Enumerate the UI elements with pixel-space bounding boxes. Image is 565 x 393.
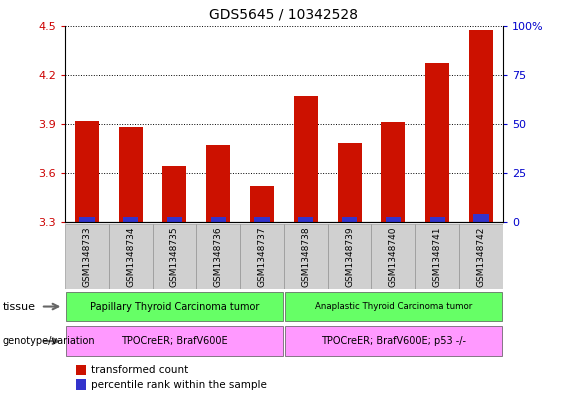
Bar	[254, 217, 270, 222]
Title: GDS5645 / 10342528: GDS5645 / 10342528	[210, 7, 358, 22]
Bar	[328, 224, 372, 289]
Text: GSM1348736: GSM1348736	[214, 227, 223, 287]
Bar	[76, 365, 86, 375]
Text: genotype/variation: genotype/variation	[3, 336, 95, 346]
Bar	[386, 217, 401, 222]
Bar	[240, 224, 284, 289]
Bar	[337, 143, 362, 222]
Bar	[76, 379, 86, 390]
Bar	[108, 224, 153, 289]
Bar	[119, 127, 143, 222]
Text: GSM1348737: GSM1348737	[258, 227, 267, 287]
Text: transformed count: transformed count	[91, 365, 189, 375]
Bar	[123, 217, 138, 222]
Bar	[65, 224, 109, 289]
Bar	[66, 325, 283, 356]
Bar	[381, 122, 406, 222]
Text: Anaplastic Thyroid Carcinoma tumor: Anaplastic Thyroid Carcinoma tumor	[315, 302, 472, 311]
Text: Papillary Thyroid Carcinoma tumor: Papillary Thyroid Carcinoma tumor	[90, 301, 259, 312]
Text: percentile rank within the sample: percentile rank within the sample	[91, 380, 267, 390]
Bar	[429, 217, 445, 222]
Bar	[342, 217, 357, 222]
Text: TPOCreER; BrafV600E: TPOCreER; BrafV600E	[121, 336, 228, 346]
Bar	[469, 30, 493, 222]
Bar	[75, 121, 99, 222]
Text: GSM1348735: GSM1348735	[170, 227, 179, 287]
Bar	[250, 186, 274, 222]
Bar	[294, 96, 318, 222]
Bar	[66, 292, 283, 321]
Text: GSM1348734: GSM1348734	[126, 227, 135, 287]
Bar	[425, 63, 449, 222]
Bar	[285, 325, 502, 356]
Bar	[285, 292, 502, 321]
Text: GSM1348739: GSM1348739	[345, 227, 354, 287]
Text: TPOCreER; BrafV600E; p53 -/-: TPOCreER; BrafV600E; p53 -/-	[321, 336, 466, 346]
Bar	[153, 224, 197, 289]
Bar	[211, 217, 226, 222]
Bar	[372, 224, 415, 289]
Bar	[298, 217, 314, 222]
Text: tissue: tissue	[3, 301, 36, 312]
Bar	[284, 224, 328, 289]
Bar	[473, 214, 489, 222]
Bar	[206, 145, 231, 222]
Text: GSM1348738: GSM1348738	[301, 227, 310, 287]
Bar	[167, 217, 182, 222]
Bar	[197, 224, 240, 289]
Text: GSM1348741: GSM1348741	[433, 227, 442, 287]
Text: GSM1348733: GSM1348733	[82, 227, 92, 287]
Text: GSM1348742: GSM1348742	[476, 227, 485, 287]
Bar	[79, 217, 94, 222]
Bar	[459, 224, 503, 289]
Text: GSM1348740: GSM1348740	[389, 227, 398, 287]
Bar	[162, 166, 186, 222]
Bar	[415, 224, 459, 289]
